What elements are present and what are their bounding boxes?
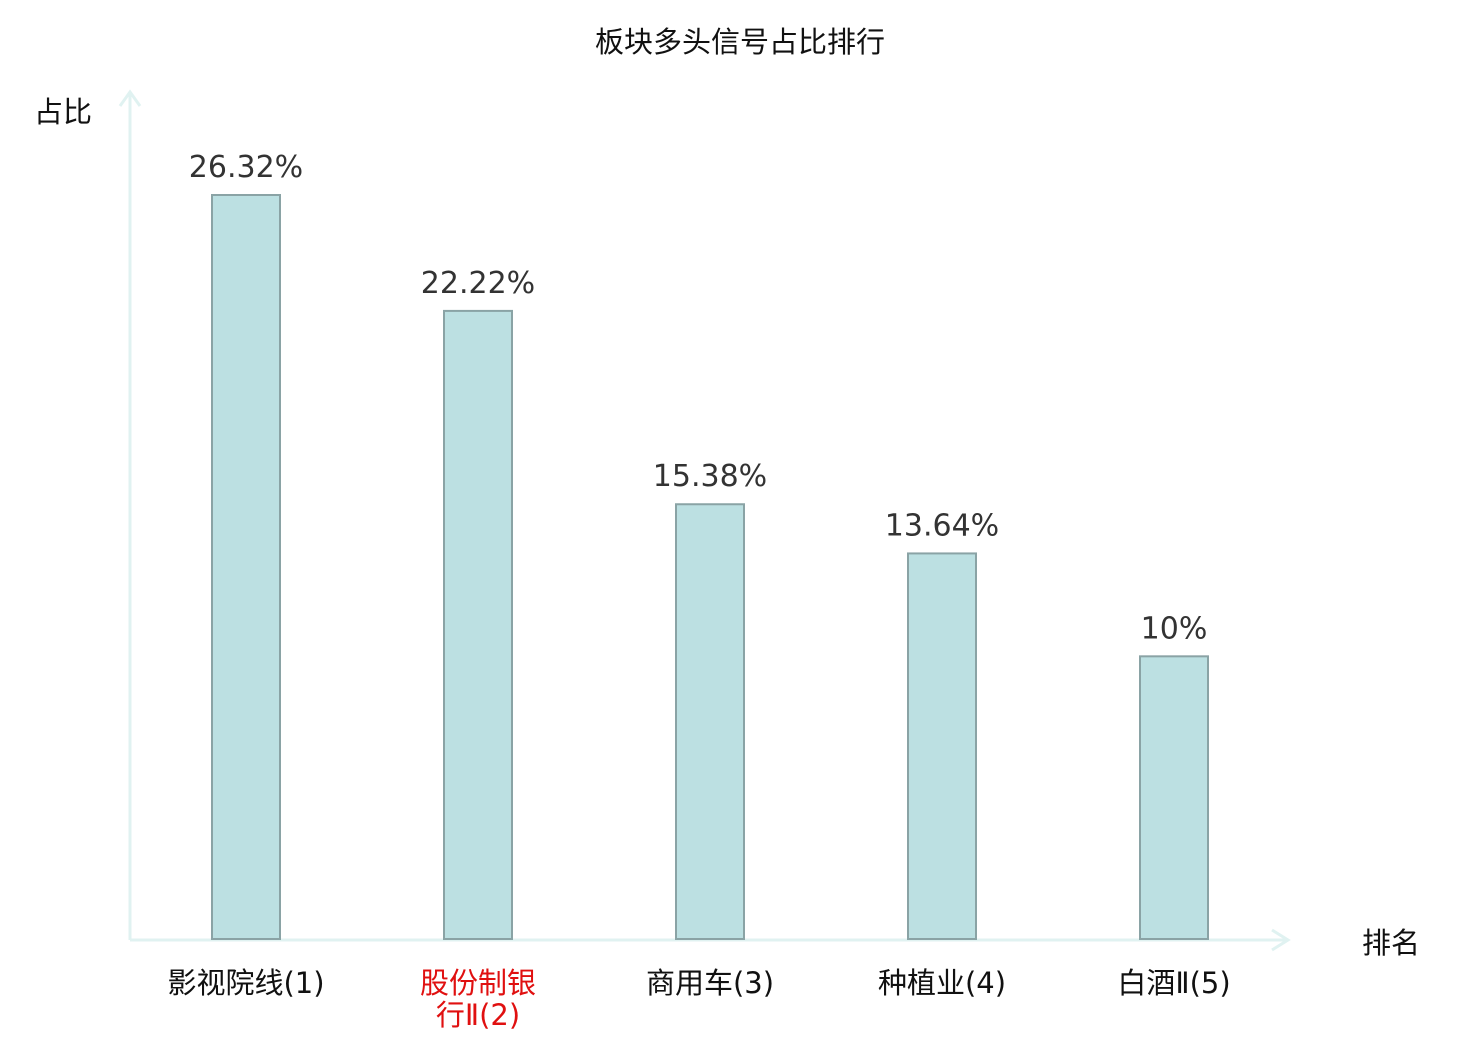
bar-1: [211, 194, 281, 940]
y-axis-arrow-icon: [118, 89, 142, 107]
chart-title: 板块多头信号占比排行: [595, 25, 885, 59]
value-label-3: 15.38%: [653, 459, 767, 494]
bar-2: [443, 309, 513, 940]
category-label-1: 影视院线(1): [167, 966, 324, 1000]
bars-group: [211, 194, 1209, 941]
category-label-4: 种植业(4): [878, 966, 1006, 1000]
value-labels-group: 26.32% 22.22% 15.38% 13.64% 10%: [189, 150, 1208, 646]
category-label-5: 白酒Ⅱ(5): [1117, 966, 1230, 1000]
value-label-2: 22.22%: [421, 266, 535, 301]
category-label-2-line-2: 行Ⅱ(2): [436, 998, 520, 1032]
bar-3: [675, 503, 745, 940]
bar-5: [1139, 655, 1209, 941]
x-axis-label: 排名: [1362, 926, 1420, 960]
category-label-3: 商用车(3): [646, 966, 774, 1000]
category-label-2-line-1: 股份制银: [420, 966, 536, 1000]
value-label-1: 26.32%: [189, 150, 303, 185]
x-axis-arrow-icon: [1271, 928, 1291, 952]
value-label-5: 10%: [1141, 611, 1208, 646]
y-axis-label: 占比: [34, 95, 92, 129]
value-label-4: 13.64%: [885, 508, 999, 543]
bar-4: [907, 552, 977, 941]
